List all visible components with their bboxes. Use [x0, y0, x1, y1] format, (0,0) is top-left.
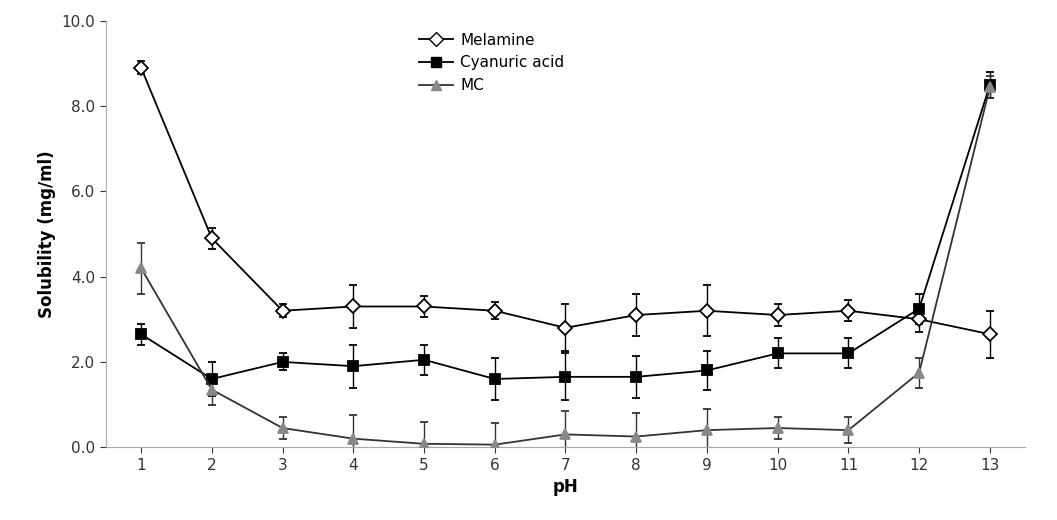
X-axis label: pH: pH	[553, 478, 578, 496]
Y-axis label: Solubility (mg/ml): Solubility (mg/ml)	[38, 150, 56, 318]
Legend: Melamine, Cyanuric acid, MC: Melamine, Cyanuric acid, MC	[420, 33, 564, 93]
